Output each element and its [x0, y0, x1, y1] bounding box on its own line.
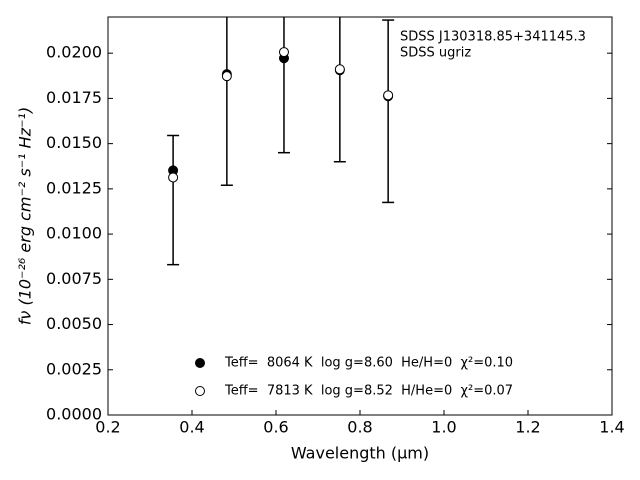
y-tick-label: 0.0100	[46, 224, 102, 243]
x-tick-label: 1.0	[431, 418, 456, 437]
y-tick-label: 0.0200	[46, 43, 102, 62]
y-tick-label: 0.0150	[46, 133, 102, 152]
x-axis-label: Wavelength (μm)	[291, 444, 429, 463]
y-tick-label: 0.0075	[46, 269, 102, 288]
annotation: SDSS J130318.85+341145.3	[400, 30, 586, 45]
point	[278, 47, 289, 58]
y-axis-label: fν (10⁻²⁶ erg cm⁻² s⁻¹ Hz⁻¹)	[16, 107, 35, 325]
point	[334, 64, 345, 75]
x-tick-label: 0.8	[347, 418, 372, 437]
x-tick-label: 0.4	[179, 418, 204, 437]
y-tick-label: 0.0125	[46, 178, 102, 197]
legend-label: Teff= 7813 K log g=8.52 H/He=0 χ²=0.07	[224, 384, 513, 399]
y-tick-label: 0.0175	[46, 88, 102, 107]
annotation: SDSS ugriz	[400, 46, 471, 61]
plot-area	[167, 17, 395, 266]
y-tick-label: 0.0000	[46, 405, 102, 424]
x-tick-label: 0.2	[95, 418, 120, 437]
error-bar	[167, 134, 180, 266]
x-tick-label: 1.4	[599, 418, 624, 437]
plot-frame	[107, 16, 613, 416]
x-tick-label: 0.6	[263, 418, 288, 437]
error-bar	[382, 19, 395, 204]
point	[168, 172, 179, 183]
point	[221, 71, 232, 82]
legend-label: Teff= 8064 K log g=8.60 He/H=0 χ²=0.10	[224, 356, 513, 371]
x-tick-label: 1.2	[515, 418, 540, 437]
y-tick-label: 0.0050	[46, 314, 102, 333]
y-tick-label: 0.0025	[46, 359, 102, 378]
legend-marker	[195, 386, 205, 396]
legend-marker	[195, 358, 205, 368]
point	[383, 90, 394, 101]
